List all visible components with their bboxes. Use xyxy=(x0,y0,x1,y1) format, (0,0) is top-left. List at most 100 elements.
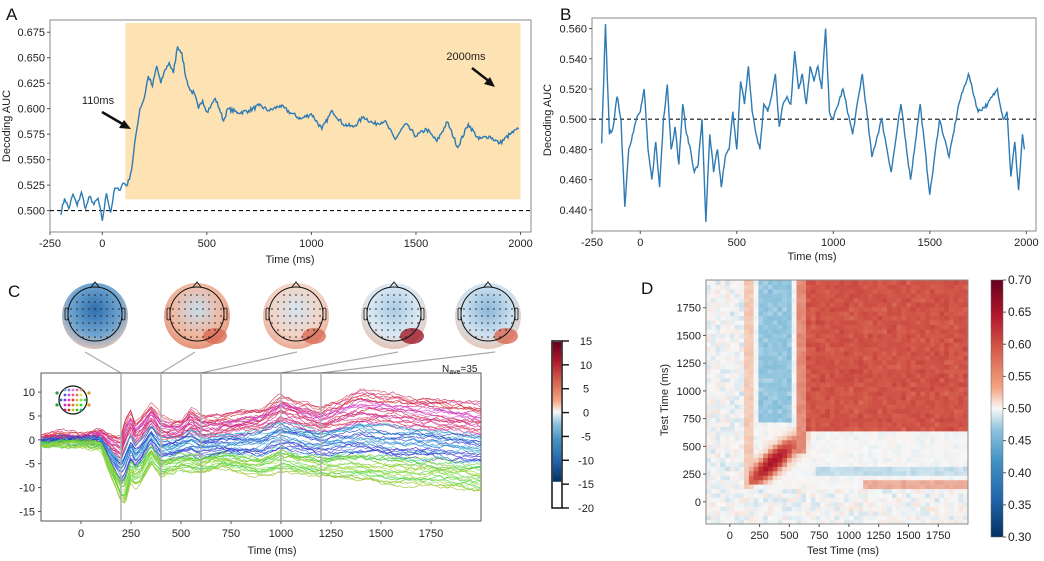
heatmap-cell xyxy=(706,426,712,432)
heatmap-cell xyxy=(958,373,964,379)
heatmap-cell xyxy=(882,355,888,361)
heatmap-cell xyxy=(796,435,802,441)
heatmap-cell xyxy=(734,288,740,294)
heatmap-cell xyxy=(906,404,912,410)
electrode-dot xyxy=(469,322,471,324)
electrode-dot xyxy=(94,322,96,324)
heatmap-cell xyxy=(844,364,850,370)
heatmap-cell xyxy=(887,311,893,317)
heatmap-cell xyxy=(829,515,836,521)
heatmap-cell xyxy=(739,386,745,392)
y-tick-label: 10 xyxy=(23,387,35,399)
heatmap-cell xyxy=(839,475,845,481)
heatmap-cell xyxy=(839,413,845,419)
heatmap-cell xyxy=(896,519,902,524)
heatmap-cell xyxy=(896,324,902,330)
heatmap-cell xyxy=(782,448,788,454)
electrode-dot xyxy=(499,315,501,317)
heatmap-cell xyxy=(844,466,850,472)
heatmap-cell xyxy=(815,466,821,472)
heatmap-cell xyxy=(963,328,968,334)
heatmap-cell xyxy=(796,430,802,436)
heatmap-cell xyxy=(787,466,793,472)
heatmap-cell xyxy=(820,386,826,392)
electrode-dot xyxy=(381,336,383,338)
heatmap-cell xyxy=(868,333,874,339)
heatmap-cell xyxy=(763,417,769,423)
electrode-dot xyxy=(214,315,216,317)
heatmap-cell xyxy=(710,319,717,325)
heatmap-cell xyxy=(767,408,774,414)
axes-frame-d xyxy=(705,279,969,525)
heatmap-cell xyxy=(944,506,950,512)
electrode-dot xyxy=(481,301,483,303)
heatmap-cell xyxy=(810,346,817,352)
heatmap-cell xyxy=(910,479,917,485)
x-tick-label: 1250 xyxy=(319,528,343,540)
heatmap-cell xyxy=(963,413,968,419)
heatmap-cell xyxy=(787,293,793,299)
nave-annotation: Nave=35 xyxy=(442,364,478,376)
y-tick-label: 0.500 xyxy=(559,114,587,126)
heatmap-cell xyxy=(758,337,764,343)
heatmap-cell xyxy=(853,364,860,370)
heatmap-cell xyxy=(944,297,950,303)
heatmap-cell xyxy=(896,377,902,383)
heatmap-cell xyxy=(748,399,755,405)
heatmap-cell xyxy=(915,422,921,427)
heatmap-cell xyxy=(868,470,874,476)
heatmap-cell xyxy=(729,497,736,503)
heatmap-cell xyxy=(844,377,850,383)
heatmap-cell xyxy=(896,448,902,454)
heatmap-cell xyxy=(963,466,968,472)
topomap-hotspot xyxy=(400,328,424,344)
heatmap-cell xyxy=(791,293,798,299)
heatmap-cell xyxy=(934,390,941,396)
heatmap-cell xyxy=(720,373,726,379)
heatmap-cell xyxy=(834,315,840,321)
heatmap-cell xyxy=(863,377,869,383)
heatmap-cell xyxy=(901,439,907,445)
heatmap-cell xyxy=(748,515,755,521)
heatmap-cell xyxy=(767,377,774,383)
heatmap-cell xyxy=(910,337,917,343)
heatmap-cell xyxy=(777,328,783,334)
heatmap-cell xyxy=(929,430,936,436)
heatmap-cell xyxy=(725,337,731,343)
heatmap-cell xyxy=(806,368,812,374)
heatmap-cell xyxy=(882,359,888,365)
heatmap-cell xyxy=(753,355,759,361)
heatmap-cell xyxy=(872,293,879,299)
heatmap-cell xyxy=(963,333,968,339)
heatmap-cell xyxy=(753,284,759,290)
heatmap-cell xyxy=(901,488,907,494)
heatmap-cell xyxy=(706,297,712,303)
heatmap-cell xyxy=(934,359,941,365)
heatmap-cell xyxy=(725,506,731,512)
heatmap-cell xyxy=(791,333,798,339)
heatmap-cell xyxy=(896,501,902,507)
heatmap-cell xyxy=(887,390,893,396)
heatmap-cell xyxy=(901,382,907,387)
heatmap-cell xyxy=(958,453,964,458)
heatmap-cell xyxy=(848,328,855,334)
heatmap-cell xyxy=(915,337,921,343)
heatmap-cell xyxy=(772,519,779,524)
channel-trace xyxy=(41,440,481,491)
heatmap-cell xyxy=(906,346,912,352)
heatmap-cell xyxy=(872,377,879,383)
electrode-dot xyxy=(499,322,501,324)
heatmap-cell xyxy=(810,288,817,294)
heatmap-cell xyxy=(767,346,774,352)
heatmap-cell xyxy=(891,497,898,503)
heatmap-cell xyxy=(725,444,731,450)
heatmap-cell xyxy=(887,373,893,379)
heatmap-cell xyxy=(915,373,921,379)
heatmap-cell xyxy=(734,475,740,481)
heatmap-cell xyxy=(834,426,840,432)
heatmap-cell xyxy=(948,430,955,436)
heatmap-cell xyxy=(948,479,955,485)
electrode-dot xyxy=(387,301,389,303)
heatmap-cell xyxy=(906,395,912,401)
heatmap-cell xyxy=(806,293,812,299)
